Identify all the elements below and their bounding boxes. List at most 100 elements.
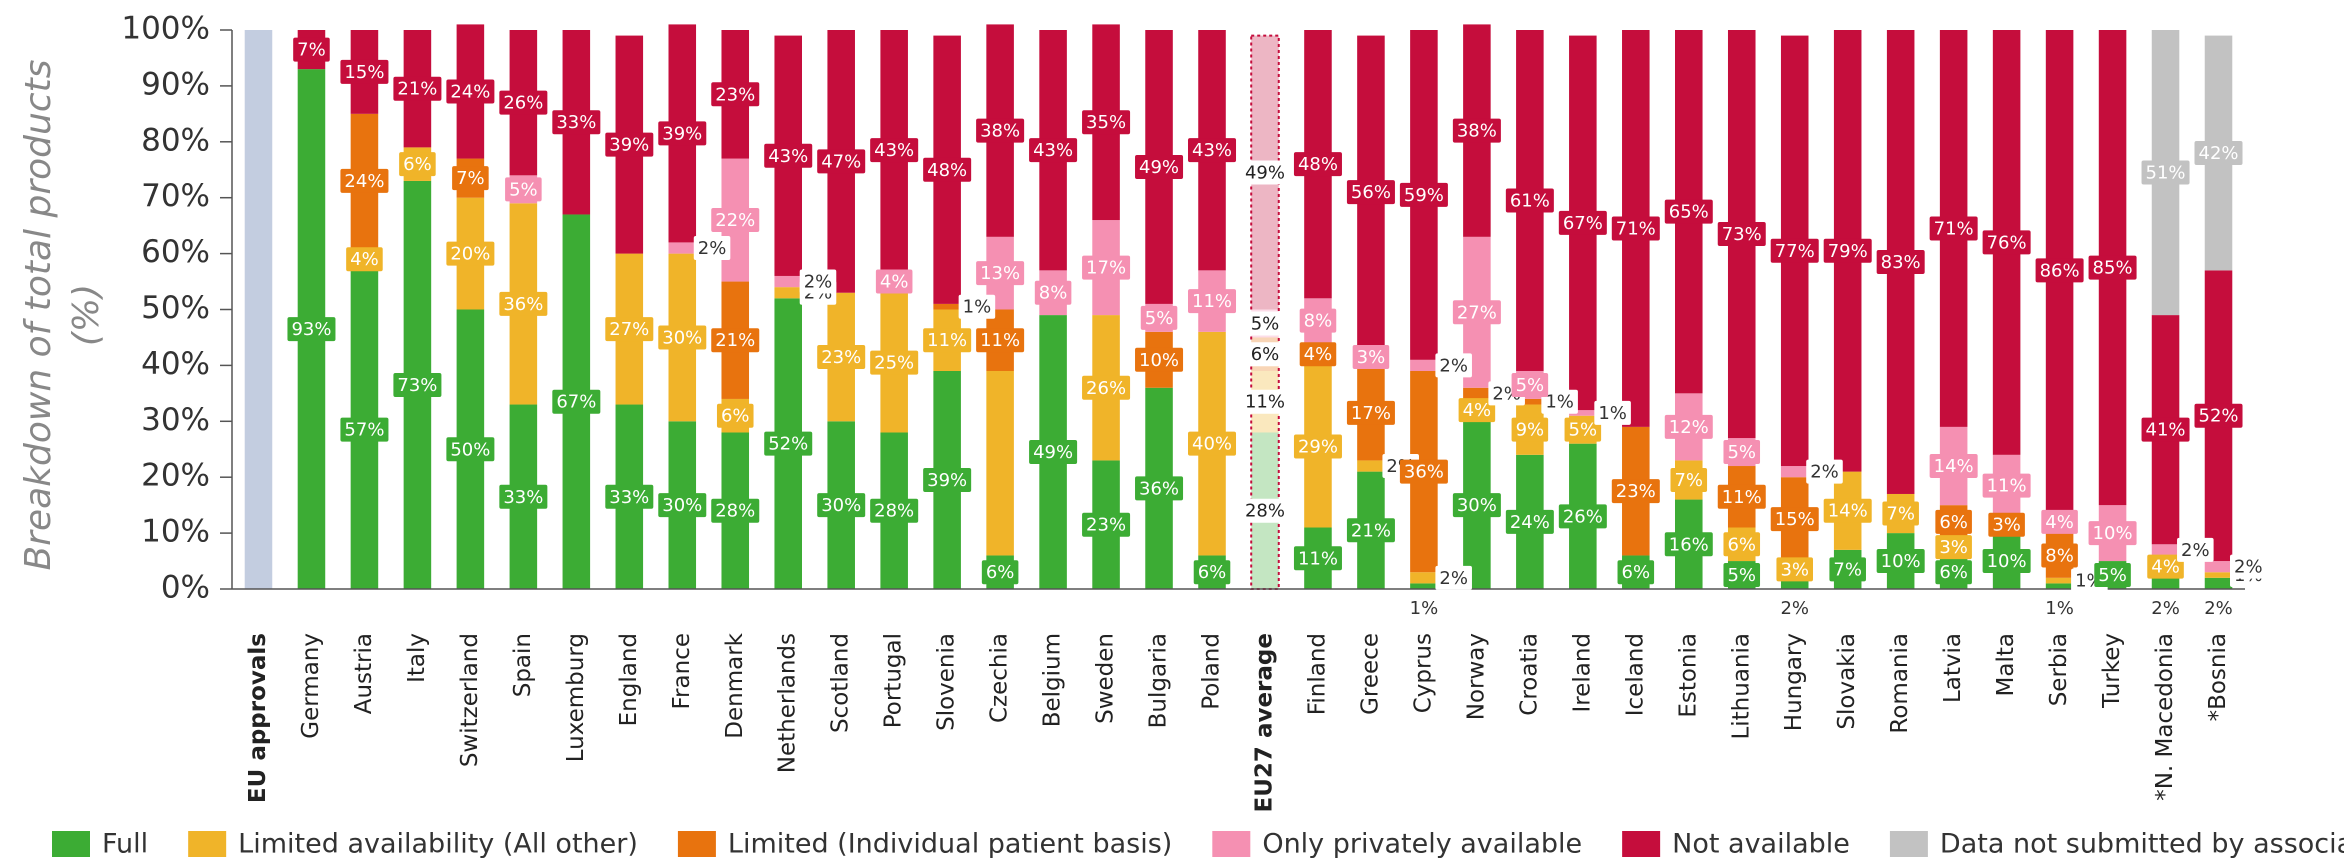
data-label-group: 79%: [1823, 238, 1872, 263]
bar-segment: [2204, 561, 2233, 573]
data-label: 42%: [2199, 143, 2239, 164]
data-label-box: [870, 498, 919, 523]
legend-label: Limited availability (All other): [238, 829, 638, 860]
data-label: 33%: [556, 112, 596, 133]
x-tick-label: Iceland: [1622, 633, 1648, 716]
data-label: 5%: [2098, 565, 2127, 586]
data-label: 16%: [1669, 534, 1709, 555]
data-label-box: [2041, 543, 2078, 568]
x-tick-label: Greece: [1357, 633, 1383, 715]
data-label-group: 67%: [552, 389, 601, 414]
data-label-box: [1664, 199, 1713, 224]
bar-segment: [2045, 577, 2074, 584]
data-label-group: 4%: [2147, 554, 2184, 579]
data-label-box: [1293, 434, 1342, 459]
data-label-box: [2041, 509, 2078, 534]
data-label-group: 21%: [393, 76, 442, 101]
data-label-box: [1082, 255, 1131, 280]
data-label-box: [1723, 563, 1761, 588]
data-label-group: 17%: [1082, 255, 1131, 280]
data-label-group: 61%: [1505, 188, 1554, 213]
data-label-box: [1029, 440, 1078, 465]
data-label: 77%: [1775, 241, 1815, 262]
data-label-group: 5%: [1246, 311, 1284, 336]
data-label-group: 43%: [764, 143, 813, 168]
data-label-group: 26%: [1082, 375, 1131, 400]
y-tick-label: 0%: [161, 570, 210, 606]
data-label-group: 8%: [2041, 543, 2078, 568]
data-label-group: 7%: [1670, 467, 1708, 492]
data-label-group: 35%: [1082, 110, 1131, 135]
data-label-box: [1135, 154, 1184, 179]
data-label-box: [1770, 238, 1819, 263]
data-label-group: 39%: [923, 467, 972, 492]
data-label-box: [2194, 403, 2243, 428]
data-label-box: [1452, 118, 1501, 143]
data-label-group: 67%: [1558, 210, 1607, 235]
data-label: 28%: [874, 501, 914, 522]
data-label-box: [711, 498, 760, 523]
data-label-box: [1299, 342, 1337, 367]
data-label-group: 2%: [1435, 353, 1472, 378]
data-label-box: [817, 149, 866, 174]
data-label-group: 11%: [1717, 484, 1766, 509]
data-label-box: [1823, 498, 1872, 523]
data-label: 43%: [874, 140, 914, 161]
data-label-box: [1723, 532, 1761, 557]
data-label: 28%: [1245, 501, 1285, 522]
data-label-group: 11%: [923, 328, 972, 353]
data-label-group: 13%: [976, 261, 1025, 286]
data-label: 10%: [1987, 551, 2027, 572]
data-label-group: 10%: [1135, 347, 1184, 372]
data-label: 41%: [2146, 420, 2186, 441]
data-label-group: 2%: [1435, 565, 1472, 590]
data-label-box: [499, 291, 548, 316]
x-tick-label: Czechia: [987, 633, 1013, 723]
data-label: 11%: [1722, 487, 1762, 508]
data-label-box: [1558, 210, 1607, 235]
data-label: 8%: [1039, 283, 1068, 304]
data-label-box: [505, 177, 542, 202]
data-label-group: 86%: [2035, 258, 2084, 283]
data-label-group: 24%: [446, 79, 495, 104]
data-label-box: [1452, 300, 1501, 325]
data-label-group: 5%: [1564, 417, 1602, 442]
data-label-group: 27%: [1452, 300, 1501, 325]
x-tick-label: Lithuania: [1728, 633, 1754, 740]
data-label-group: 10%: [1876, 549, 1925, 574]
data-label: 24%: [1510, 512, 1550, 533]
data-label-box: [1246, 342, 1284, 367]
data-label: 33%: [503, 487, 543, 508]
data-label-group: 11%: [1240, 389, 1289, 414]
bar-segment: [2151, 544, 2180, 556]
data-label: 38%: [1457, 121, 1497, 142]
data-label-box: [1505, 509, 1554, 534]
bar-segment: [2204, 572, 2233, 578]
data-label: 4%: [2151, 557, 2180, 578]
data-label-box: [958, 294, 996, 319]
x-tick-label: EU approvals: [245, 633, 271, 803]
data-label-group: 6%: [1246, 342, 1284, 367]
data-label-box: [1188, 431, 1237, 456]
data-label-box: [1505, 188, 1554, 213]
data-label-group: 43%: [1188, 138, 1237, 163]
data-label-group: 26%: [1558, 504, 1607, 529]
data-label: 79%: [1828, 241, 1868, 262]
data-label-box: [693, 236, 731, 261]
data-label: 73%: [397, 375, 437, 396]
data-label: 21%: [1351, 520, 1391, 541]
data-label: 11%: [1298, 548, 1338, 569]
data-label-group: 49%: [1240, 160, 1289, 185]
data-label-group: 7%: [1829, 557, 1866, 582]
data-label: 8%: [1304, 311, 1333, 332]
data-label-group: 93%: [287, 317, 336, 342]
data-label-group: 22%: [711, 208, 760, 233]
data-label-group: 15%: [340, 59, 389, 84]
y-tick-label: 40%: [141, 346, 210, 382]
data-label: 25%: [874, 353, 914, 374]
x-tick-label: Romania: [1887, 633, 1913, 734]
data-label: 2%: [1810, 462, 1839, 483]
y-tick-label: 80%: [141, 122, 210, 158]
data-label-box: [1935, 560, 1972, 585]
